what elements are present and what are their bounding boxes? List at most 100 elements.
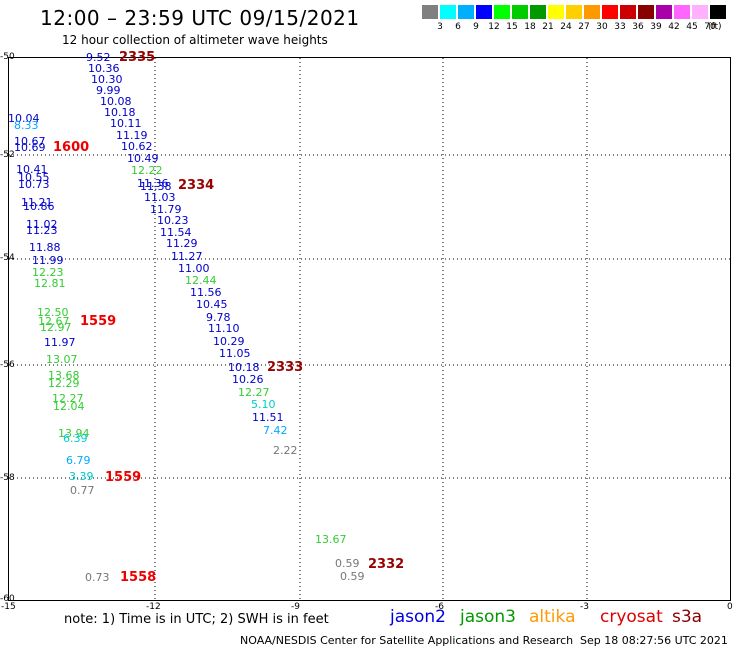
wave-height-label: 13.07 [46, 353, 78, 366]
satellite-legend-s3a: s3a [672, 607, 703, 627]
colorbar-tick-label: 6 [455, 22, 461, 32]
wave-height-label: 9.52 [86, 51, 111, 64]
wave-height-label: 9.99 [96, 84, 121, 97]
wave-height-label: 11.05 [219, 347, 251, 360]
wave-height-label: 10.18 [104, 106, 136, 119]
lon-label-6: -6 [435, 602, 444, 612]
wave-height-label: 10.18 [228, 361, 260, 374]
map-title: 12:00 – 23:59 UTC 09/15/2021 [40, 6, 360, 30]
grid-lines [9, 58, 730, 600]
wave-height-label: 8.33 [14, 119, 39, 132]
lat-label-58: -58 [0, 473, 15, 483]
wave-height-label: 12.27 [238, 386, 270, 399]
colorbar-swatch [422, 5, 438, 19]
pass-time-label: 1559 [80, 314, 117, 329]
wave-height-label: 10.73 [18, 178, 50, 191]
wave-height-label: 11.23 [26, 224, 58, 237]
wave-height-label: 11.21 [21, 196, 53, 209]
pass-time-label: 1559 [105, 470, 142, 485]
colorbar-swatch [566, 5, 582, 19]
wave-height-label: 10.29 [213, 335, 245, 348]
wave-height-label: 11.56 [190, 286, 222, 299]
wave-height-label: 0.77 [70, 484, 95, 497]
wave-height-label: 13.94 [58, 427, 90, 440]
wave-height-label: 13.68 [48, 369, 80, 382]
colorbar-swatch [692, 5, 708, 19]
wave-height-label: 6.79 [66, 454, 91, 467]
satellite-legend-jason3: jason3 [460, 607, 516, 627]
colorbar-swatch [602, 5, 618, 19]
colorbar-swatch [440, 5, 456, 19]
satellite-legend-jason2: jason2 [390, 607, 446, 627]
wave-height-label: 10.23 [157, 214, 189, 227]
wave-height-label: 10.26 [232, 373, 264, 386]
wave-height-label: 11.02 [26, 218, 58, 231]
lon-label-9: -9 [291, 602, 300, 612]
colorbar-unit-label: (ft) [708, 22, 722, 32]
wave-height-label: 13.67 [315, 533, 347, 546]
colorbar-tick-label: 9 [473, 22, 479, 32]
pass-time-label: 1600 [53, 140, 90, 155]
lon-label-0: 0 [727, 602, 733, 612]
wave-height-label: 10.30 [91, 73, 123, 86]
map-subtitle: 12 hour collection of altimeter wave hei… [62, 33, 328, 47]
wave-height-label: 10.69 [14, 141, 46, 154]
colorbar-swatch [584, 5, 600, 19]
wave-height-label: 12.50 [37, 306, 69, 319]
colorbar-tick-label: 30 [596, 22, 608, 32]
wave-height-label: 12.22 [131, 164, 163, 177]
colorbar-swatch [476, 5, 492, 19]
colorbar-tick-label: 3 [437, 22, 443, 32]
pass-time-label: 2333 [267, 360, 304, 375]
wave-height-label: 11.54 [160, 226, 192, 239]
footer-note: note: 1) Time is in UTC; 2) SWH is in fe… [64, 612, 329, 627]
colorbar-swatch [458, 5, 474, 19]
pass-time-label: 2335 [119, 50, 156, 65]
wave-height-label: 10.45 [196, 298, 228, 311]
wave-height-label: 10.55 [18, 171, 50, 184]
colorbar-tick-label: 33 [614, 22, 626, 32]
wave-height-label: 12.04 [53, 400, 85, 413]
footer-timestamp: Sep 18 08:27:56 UTC 2021 [580, 634, 728, 647]
lat-label-52: -52 [0, 150, 15, 160]
wave-height-label: 0.73 [85, 571, 110, 584]
wave-height-label: 11.38 [140, 180, 172, 193]
wave-height-label: 12.23 [32, 266, 64, 279]
lat-label-54: -54 [0, 253, 15, 263]
colorbar-tick-label: 45 [686, 22, 698, 32]
colorbar-tick-label: 36 [632, 22, 644, 32]
wave-height-label: 12.44 [185, 274, 217, 287]
colorbar-swatch [548, 5, 564, 19]
satellite-legend-cryosat: cryosat [600, 607, 663, 627]
colorbar-tick-label: 21 [542, 22, 554, 32]
wave-height-label: 11.51 [252, 411, 284, 424]
wave-height-label: 12.27 [52, 392, 84, 405]
colorbar-swatch [512, 5, 528, 19]
footer-credit: NOAA/NESDIS Center for Satellite Applica… [240, 634, 574, 647]
lon-label-15: -15 [1, 602, 16, 612]
colorbar-tick-label: 70 [704, 22, 716, 32]
colorbar-tick-label: 15 [506, 22, 518, 32]
wave-height-label: 10.36 [88, 62, 120, 75]
colorbar-swatch [710, 5, 726, 19]
wave-height-label: 3.39 [69, 470, 94, 483]
colorbar-swatch [674, 5, 690, 19]
satellite-legend-altika: altika [529, 607, 576, 627]
wave-height-label: 9.78 [206, 311, 231, 324]
pass-time-label: 2332 [368, 557, 405, 572]
wave-height-label: 7.42 [263, 424, 288, 437]
wave-height-label: 10.04 [8, 112, 40, 125]
lat-label-56: -56 [0, 360, 15, 370]
wave-height-label: 11.03 [144, 191, 176, 204]
colorbar-tick-label: 42 [668, 22, 680, 32]
lon-label-12: -12 [146, 602, 161, 612]
wave-height-label: 10.11 [110, 117, 142, 130]
wave-height-label: 11.88 [29, 241, 61, 254]
lat-label-60: -60 [0, 594, 15, 604]
colorbar-swatch [620, 5, 636, 19]
colorbar-tick-label: 12 [488, 22, 500, 32]
colorbar-swatch [656, 5, 672, 19]
wave-height-label: 12.29 [48, 377, 80, 390]
wave-height-label: 5.10 [251, 398, 276, 411]
